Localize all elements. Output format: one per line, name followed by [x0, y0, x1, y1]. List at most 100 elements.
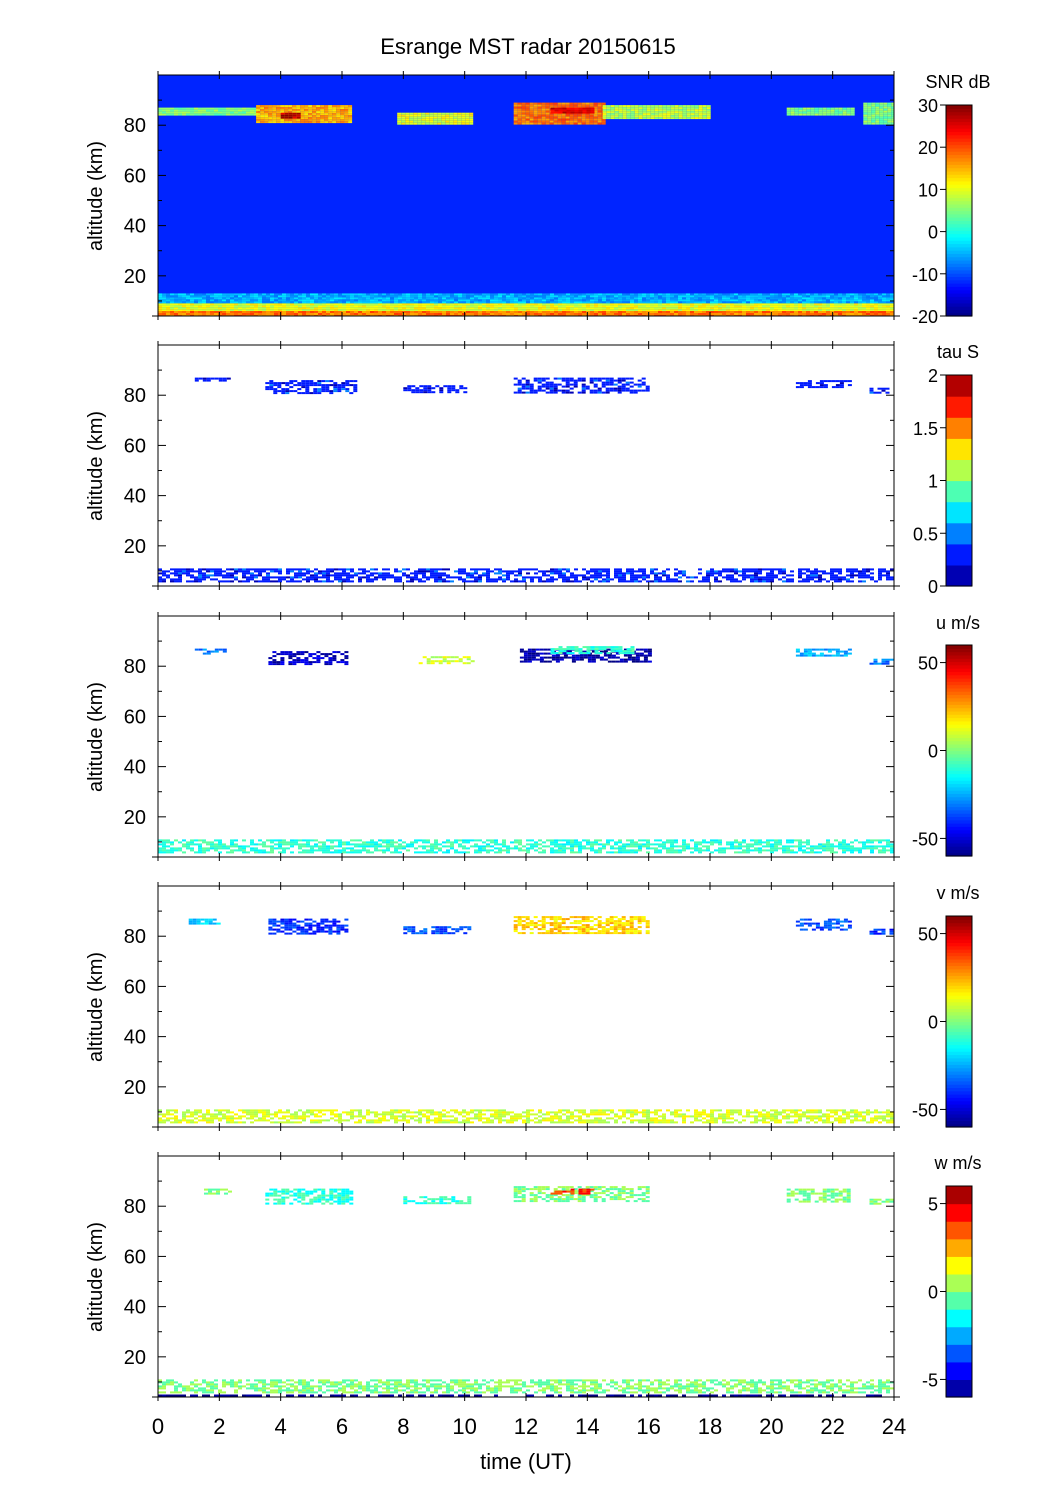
tau-feature-2	[403, 385, 468, 394]
v-colorbar: 50 0 -50	[912, 915, 973, 1128]
snr-x-ticks	[157, 71, 895, 320]
u-colorbar-tick-label: 0	[928, 742, 938, 762]
w-feature-7	[158, 1379, 894, 1394]
snr-feature-1	[256, 105, 353, 124]
u-colorbar-label: u m/s	[936, 613, 980, 633]
tau-feature-4	[795, 380, 852, 389]
w-y-axis: 20 40 60 80	[124, 1180, 900, 1398]
tau-colorbar-tick-label: 0.5	[913, 524, 938, 544]
u-feature-6	[869, 658, 894, 665]
x-tick-label: 8	[397, 1414, 409, 1439]
u-feature-5	[795, 648, 852, 657]
tau-feature-1	[265, 380, 358, 395]
x-tick-label: 0	[152, 1414, 164, 1439]
v-y-tick-label: 20	[124, 1077, 146, 1099]
w-feature-6	[869, 1198, 894, 1205]
w-colorbar: 5 0 -5	[922, 1185, 973, 1398]
u-feature-4	[550, 646, 635, 655]
tau-y-tick-label: 40	[124, 486, 146, 508]
w-y-tick-label: 40	[124, 1297, 146, 1319]
w-feature-5	[786, 1188, 851, 1203]
snr-colorbar-tick-label: 30	[918, 96, 938, 116]
u-y-tick-label: 60	[124, 706, 146, 728]
v-feature-0	[188, 918, 221, 925]
snr-colorbar-tick-label: 10	[918, 180, 938, 200]
x-tick-label: 10	[452, 1414, 476, 1439]
u-y-tick-label: 80	[124, 656, 146, 678]
w-colorbar-label: w m/s	[934, 1153, 982, 1173]
v-x-ticks	[157, 882, 895, 1131]
u-feature-7	[158, 839, 894, 854]
tau-colorbar-label: tau S	[937, 342, 979, 362]
v-feature-3	[513, 916, 650, 935]
tau-feature-0	[194, 377, 231, 382]
snr-heatmap	[158, 75, 894, 316]
w-y-label: altitude (km)	[85, 1222, 107, 1332]
v-colorbar-label: v m/s	[937, 883, 980, 903]
v-colorbar-tick-label: -50	[912, 1100, 938, 1120]
x-axis-tick-labels: 0 2 4 6 8 10 12 14 16 18 20 22 24	[152, 1414, 906, 1439]
u-y-tick-label: 40	[124, 757, 146, 779]
x-tick-label: 4	[275, 1414, 287, 1439]
v-heatmap	[158, 916, 894, 1124]
u-y-tick-label: 20	[124, 807, 146, 829]
x-tick-label: 14	[575, 1414, 599, 1439]
w-y-tick-label: 80	[124, 1196, 146, 1218]
x-tick-label: 22	[820, 1414, 844, 1439]
w-feature-4	[550, 1188, 595, 1195]
u-panel: 20 40 60 80 altitude (km) u m/s 50 0 -50	[85, 612, 980, 861]
v-panel: 20 40 60 80 altitude (km) v m/s 50 0 -50	[85, 882, 980, 1131]
w-x-ticks	[157, 1152, 895, 1401]
w-heatmap	[158, 1186, 894, 1397]
u-x-ticks	[157, 612, 895, 861]
snr-colorbar-label: SNR dB	[925, 72, 990, 92]
u-feature-0	[194, 648, 227, 655]
x-tick-label: 18	[698, 1414, 722, 1439]
tau-y-label: altitude (km)	[85, 411, 107, 521]
w-feature-0	[204, 1188, 232, 1195]
snr-feature-6	[602, 105, 711, 120]
snr-colorbar: 30 20 10 0 -10 -20	[912, 96, 973, 327]
v-feature-5	[869, 928, 894, 935]
tau-y-tick-label: 20	[124, 536, 146, 558]
w-plot-frame	[157, 1155, 895, 1398]
tau-colorbar-tick-label: 2	[928, 366, 938, 386]
snr-y-tick-label: 80	[124, 115, 146, 137]
u-heatmap	[158, 646, 894, 854]
snr-feature-8	[863, 102, 894, 125]
snr-y-tick-label: 20	[124, 266, 146, 288]
snr-colorbar-tick-label: 0	[928, 223, 938, 243]
u-feature-2	[418, 656, 475, 665]
x-tick-label: 12	[514, 1414, 538, 1439]
v-y-tick-label: 80	[124, 926, 146, 948]
snr-y-label: altitude (km)	[85, 141, 107, 251]
snr-feature-5	[550, 107, 595, 114]
u-y-axis: 20 40 60 80	[124, 640, 900, 858]
tau-colorbar-tick-label: 0	[928, 577, 938, 597]
tau-y-tick-label: 60	[124, 435, 146, 457]
w-colorbar-tick-label: 5	[928, 1195, 938, 1215]
tau-panel: 20 40 60 80 altitude (km) tau S 2 1.5 1 0.5 0	[85, 341, 979, 597]
w-feature-1	[265, 1188, 354, 1205]
tau-heatmap	[158, 377, 894, 583]
w-feature-3	[513, 1186, 650, 1203]
tau-colorbar-tick-label: 1.5	[913, 419, 938, 439]
snr-feature-2	[280, 112, 301, 119]
w-feature-2	[403, 1196, 472, 1205]
tau-x-ticks	[157, 341, 895, 590]
snr-y-tick-label: 40	[124, 216, 146, 238]
u-colorbar-tick-label: 50	[918, 654, 938, 674]
v-colorbar-tick-label: 0	[928, 1013, 938, 1033]
tau-y-tick-label: 80	[124, 385, 146, 407]
w-colorbar-tick-label: 0	[928, 1283, 938, 1303]
v-feature-4	[795, 918, 852, 931]
x-tick-label: 6	[336, 1414, 348, 1439]
tau-y-axis: 20 40 60 80	[124, 369, 900, 587]
snr-feature-0	[158, 107, 258, 116]
x-tick-label: 24	[882, 1414, 906, 1439]
tau-colorbar: 2 1.5 1 0.5 0	[913, 366, 973, 597]
v-feature-6	[158, 1109, 894, 1124]
w-panel: 20 40 60 80 altitude (km) w m/s 5 0 -5	[85, 1152, 982, 1401]
snr-panel: 20 40 60 80 altitude (km) SNR dB 30 20 10 0 -10…	[85, 71, 991, 327]
